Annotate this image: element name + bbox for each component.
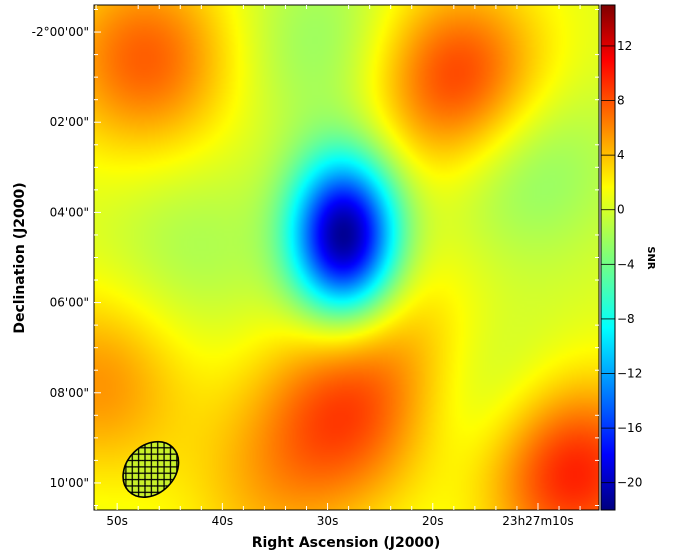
y-axis: -2°00'00" 02'00" 04'00" 06'00" 08'00" 10'00" [32, 9, 599, 506]
x-tick-label: 30s [317, 514, 339, 528]
colorbar-tick-label: −8 [617, 312, 635, 326]
y-tick-label: 04'00" [50, 205, 89, 219]
colorbar-tick-label: −12 [617, 367, 642, 381]
colorbar-tick-label: −16 [617, 421, 642, 435]
colorbar-tick-label: −20 [617, 476, 642, 490]
x-tick-label: 23h27m10s [502, 514, 573, 528]
colorbar-tick-label: −4 [617, 257, 635, 271]
colorbar-ticks: 12 8 4 0 −4 −8 −12 −16 −20 [601, 39, 642, 490]
colorbar-title: SNR [645, 246, 656, 270]
y-tick-label: -2°00'00" [32, 25, 89, 39]
y-tick-label: 06'00" [50, 296, 89, 310]
y-tick-label: 08'00" [50, 386, 89, 400]
colorbar-tick-label: 4 [617, 148, 625, 162]
x-tick-label: 40s [212, 514, 234, 528]
y-tick-label: 02'00" [50, 115, 89, 129]
y-tick-label: 10'00" [50, 476, 89, 490]
colorbar-tick-label: 0 [617, 203, 625, 217]
beam-ellipse [122, 440, 180, 498]
colorbar: 12 8 4 0 −4 −8 −12 −16 −20 SNR [600, 4, 656, 511]
colorbar-tick-label: 12 [617, 39, 632, 53]
colorbar-tick-label: 8 [617, 94, 625, 108]
x-tick-label: 50s [106, 514, 128, 528]
beam-hatch [123, 441, 179, 498]
beam-outline [122, 440, 180, 498]
colorbar-gradient [600, 4, 616, 511]
x-tick-label: 20s [422, 514, 444, 528]
x-axis-title: Right Ascension (J2000) [252, 535, 441, 551]
y-axis-title: Declination (J2000) [12, 182, 28, 333]
heatmap-image [94, 5, 599, 510]
snr-heatmap-raster [94, 5, 599, 510]
x-axis: 50s 40s 30s 20s 23h27m10s [95, 5, 581, 528]
